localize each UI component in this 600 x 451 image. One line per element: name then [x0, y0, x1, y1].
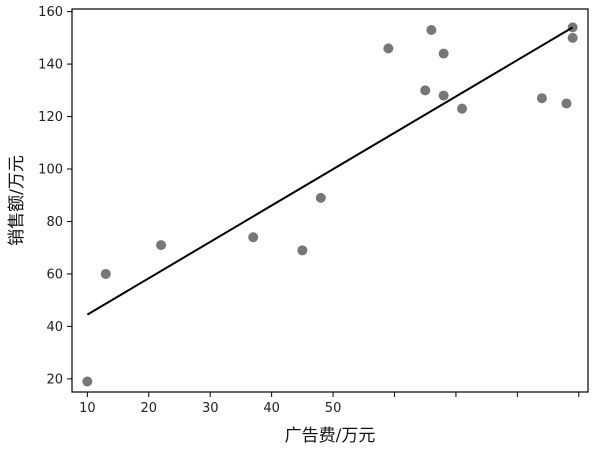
x-tick-label: 10 [79, 401, 96, 416]
y-axis-label: 销售额/万元 [7, 155, 27, 246]
axes-frame [71, 8, 589, 393]
plot-area [82, 22, 578, 387]
y-tick-label: 100 [38, 163, 63, 178]
y-tick-label: 60 [46, 267, 63, 282]
regression-line [86, 26, 574, 316]
x-tick-label: 40 [263, 401, 280, 416]
y-tick-label: 120 [38, 110, 63, 125]
data-point [248, 232, 259, 243]
data-point [561, 98, 572, 109]
data-point [457, 103, 468, 114]
data-point [438, 48, 449, 59]
data-point [297, 245, 308, 256]
y-tick-label: 40 [46, 320, 63, 335]
y-tick-label: 20 [46, 372, 63, 387]
data-point [438, 90, 449, 101]
data-point [536, 93, 547, 104]
x-axis-label: 广告费/万元 [285, 426, 376, 446]
data-point [383, 43, 394, 54]
x-tick-label: 20 [141, 401, 158, 416]
data-point [420, 85, 431, 96]
y-tick-label: 80 [46, 215, 63, 230]
x-tick-label: 30 [202, 401, 219, 416]
data-point [567, 32, 578, 43]
data-point [315, 192, 326, 203]
data-point [100, 268, 111, 279]
data-point [82, 376, 93, 387]
data-point [426, 24, 437, 35]
y-tick-label: 140 [38, 58, 63, 73]
axis-ticks: 10 20 30 40 50 20 40 60 80 100 120 140 160 [38, 5, 580, 416]
y-tick-label: 160 [38, 5, 63, 20]
x-tick-label: 50 [325, 401, 342, 416]
data-point [156, 240, 167, 251]
